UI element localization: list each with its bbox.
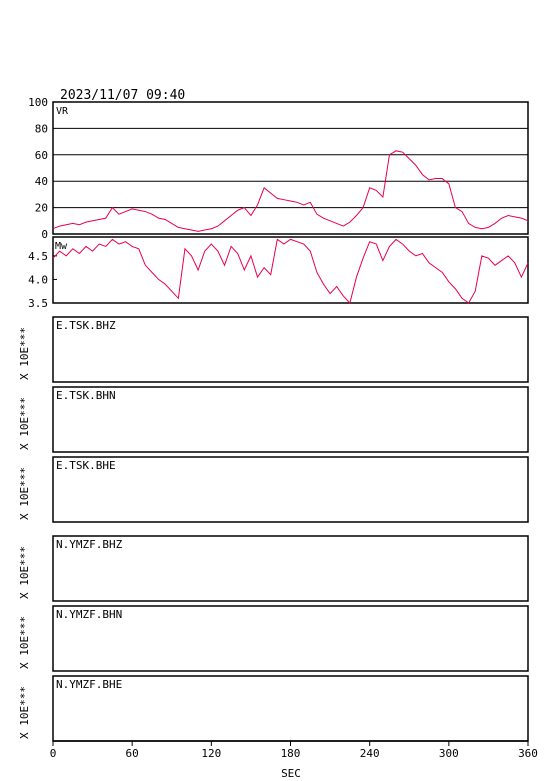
x-tick-label: 360 [518,747,538,760]
channel-label: N.YMZF.BHZ [56,538,123,551]
mw-frame [52,236,529,304]
vr-y-tick-label: 80 [35,122,48,135]
waveform-frame [52,605,529,672]
waveform-panel-n-ymzf-bhz: N.YMZF.BHZ X 10E*** [18,535,529,602]
x-tick-label: 240 [360,747,380,760]
scale-label: X 10E*** [18,546,31,599]
scale-label: X 10E*** [18,467,31,520]
vr-y-tick-label: 60 [35,149,48,162]
x-tick-label: 300 [439,747,459,760]
waveform-frame [52,535,529,602]
scale-label: X 10E*** [18,327,31,380]
x-tick-label: 120 [201,747,221,760]
waveform-frame [52,316,529,383]
mw-panel: 3.5 4.0 4.5 Mw [28,236,529,310]
channel-label: N.YMZF.BHE [56,678,122,691]
channel-label: E.TSK.BHZ [56,319,116,332]
vr-frame [52,101,529,235]
vr-label: VR [56,106,69,117]
scale-label: X 10E*** [18,616,31,669]
waveform-panel-e-tsk-bhz: E.TSK.BHZ X 10E*** [18,316,529,383]
waveform-frame [52,675,529,742]
mw-y-tick-label: 4.0 [28,273,48,286]
vr-y-tick-label: 40 [35,175,48,188]
vr-y-tick-label: 100 [28,96,48,109]
waveform-panel-n-ymzf-bhn: N.YMZF.BHN X 10E*** [18,605,529,672]
x-axis: 0 60 120 180 240 300 360 [50,740,538,760]
waveform-panel-e-tsk-bhn: E.TSK.BHN X 10E*** [18,386,529,453]
x-tick-label: 60 [126,747,139,760]
channel-label: E.TSK.BHN [56,389,116,402]
channel-label: E.TSK.BHE [56,459,116,472]
vr-y-ticks: 0 20 40 60 80 100 [28,96,48,241]
mw-series-line [52,238,529,305]
mw-y-ticks: 3.5 4.0 4.5 [28,250,57,310]
vr-y-tick-label: 20 [35,202,48,215]
x-tick-label: 0 [50,747,57,760]
mw-y-tick-label: 3.5 [28,297,48,310]
timestamp: 2023/11/07 09:40 [60,88,185,103]
scale-label: X 10E*** [18,397,31,450]
vr-series-line [52,150,529,232]
vr-panel: 0 20 40 60 80 100 VR [28,96,529,241]
channel-label: N.YMZF.BHN [56,608,122,621]
x-axis-title: SEC [281,767,301,780]
scale-label: X 10E*** [18,686,31,739]
waveform-panel-e-tsk-bhe: E.TSK.BHE X 10E*** [18,456,529,523]
vr-gridlines [53,127,528,209]
vr-y-tick-label: 0 [41,228,48,241]
mw-label: Mw [55,241,68,252]
waveform-frame [52,386,529,453]
waveform-panel-n-ymzf-bhe: N.YMZF.BHE X 10E*** [18,675,529,742]
waveform-frame [52,456,529,523]
x-tick-label: 180 [281,747,301,760]
mw-y-tick-label: 4.5 [28,250,48,263]
